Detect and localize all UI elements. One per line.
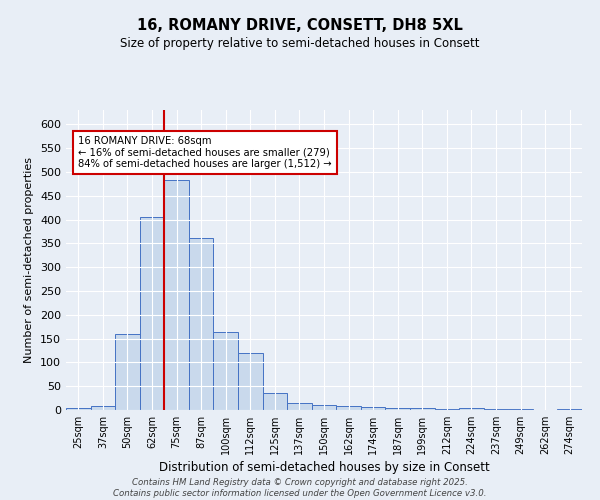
- Bar: [238, 353, 263, 410]
- Bar: [164, 180, 189, 410]
- Bar: [459, 408, 484, 410]
- Bar: [434, 409, 459, 410]
- Bar: [140, 217, 164, 410]
- Text: 16 ROMANY DRIVE: 68sqm
← 16% of semi-detached houses are smaller (279)
84% of se: 16 ROMANY DRIVE: 68sqm ← 16% of semi-det…: [78, 136, 332, 170]
- Bar: [410, 408, 434, 410]
- Bar: [287, 404, 312, 410]
- Bar: [214, 332, 238, 410]
- Bar: [508, 409, 533, 410]
- Bar: [263, 394, 287, 410]
- Y-axis label: Number of semi-detached properties: Number of semi-detached properties: [25, 157, 34, 363]
- Bar: [189, 238, 214, 410]
- Bar: [91, 406, 115, 410]
- X-axis label: Distribution of semi-detached houses by size in Consett: Distribution of semi-detached houses by …: [158, 461, 490, 474]
- Bar: [336, 406, 361, 410]
- Bar: [385, 408, 410, 410]
- Bar: [66, 408, 91, 410]
- Text: Contains HM Land Registry data © Crown copyright and database right 2025.
Contai: Contains HM Land Registry data © Crown c…: [113, 478, 487, 498]
- Bar: [361, 406, 385, 410]
- Text: Size of property relative to semi-detached houses in Consett: Size of property relative to semi-detach…: [120, 38, 480, 51]
- Bar: [484, 409, 508, 410]
- Bar: [557, 409, 582, 410]
- Bar: [312, 405, 336, 410]
- Text: 16, ROMANY DRIVE, CONSETT, DH8 5XL: 16, ROMANY DRIVE, CONSETT, DH8 5XL: [137, 18, 463, 32]
- Bar: [115, 334, 140, 410]
